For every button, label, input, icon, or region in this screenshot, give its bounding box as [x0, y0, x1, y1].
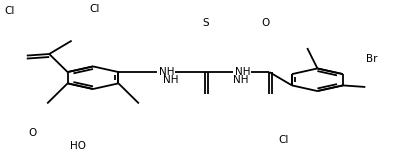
- Text: Cl: Cl: [89, 4, 99, 14]
- Text: O: O: [29, 128, 37, 138]
- Text: Cl: Cl: [278, 135, 289, 145]
- Text: HO: HO: [70, 141, 86, 151]
- Text: O: O: [262, 18, 270, 28]
- Text: S: S: [202, 18, 208, 28]
- Text: NH: NH: [163, 75, 178, 85]
- Text: NH: NH: [235, 67, 250, 77]
- Text: Cl: Cl: [4, 6, 14, 16]
- Text: NH: NH: [233, 75, 248, 85]
- Text: Br: Br: [366, 54, 378, 64]
- Text: NH: NH: [159, 67, 174, 77]
